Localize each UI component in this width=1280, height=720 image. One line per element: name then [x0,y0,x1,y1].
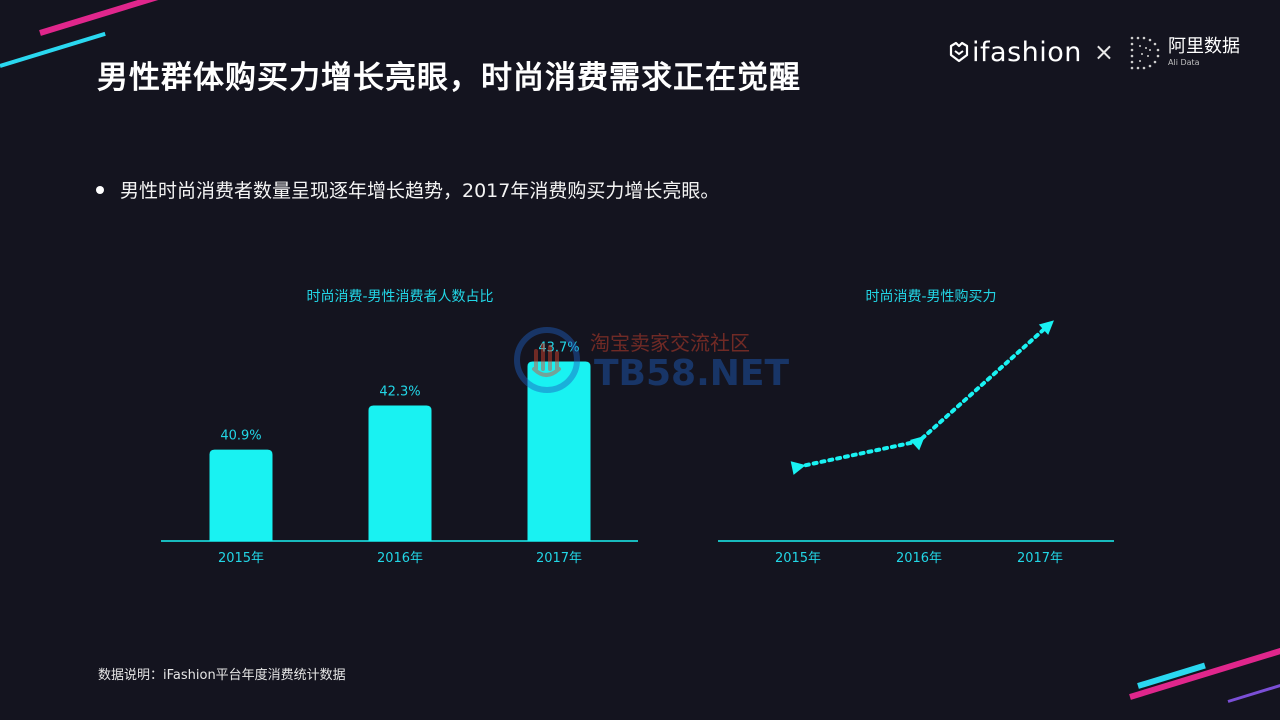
bar-value-label: 40.9% [220,429,261,444]
times-sign: × [1093,38,1114,66]
bar-chart-title: 时尚消费-男性消费者人数占比 [306,289,494,305]
data-point-marker [909,435,925,451]
bar-chart: 40.9% 2015年 42.3% 2016年 43.7% 2017年 [161,340,638,566]
footnote: 数据说明：iFashion平台年度消费统计数据 [98,668,346,683]
line-chart-title: 时尚消费-男性购买力 [865,289,997,305]
watermark-cn-text: 淘宝卖家交流社区 [590,331,750,355]
x-tick-label: 2015年 [218,551,264,566]
x-tick-label: 2016年 [896,551,942,566]
ifashion-logo: ifashion [948,37,1082,68]
bar [527,361,591,541]
watermark: 淘宝卖家交流社区 TB58.NET [512,325,789,399]
hand-icon [514,327,580,393]
brand-logos: ifashion × 阿里数据 Ali Data [948,32,1240,72]
data-point-marker [1038,320,1054,335]
bullet-text: 男性时尚消费者数量呈现逐年增长趋势，2017年消费购买力增长亮眼。 [120,180,720,202]
page-title: 男性群体购买力增长亮眼，时尚消费需求正在觉醒 [97,60,801,96]
alidata-cn-label: 阿里数据 [1168,35,1240,57]
x-tick-label: 2015年 [775,551,821,566]
bar-value-label: 43.7% [538,340,579,355]
bar [368,405,432,541]
x-tick-label: 2017年 [536,551,582,566]
bar [209,449,273,541]
data-point-marker [790,461,806,475]
bullet-dot [96,185,104,194]
line-chart: 2015年 2016年 2017年 [718,320,1114,566]
heart-box-icon [949,41,969,63]
alidata-en-label: Ali Data [1168,57,1200,67]
ifashion-wordmark: ifashion [972,36,1082,68]
ali-data-d-icon [1130,36,1160,70]
bullet-point: 男性时尚消费者数量呈现逐年增长趋势，2017年消费购买力增长亮眼。 [96,176,719,203]
x-tick-label: 2017年 [1017,551,1063,566]
decor-stripe-purple-bottom [1227,682,1280,703]
x-tick-label: 2016年 [377,551,423,566]
bar-value-label: 42.3% [379,385,420,400]
alidata-logo: 阿里数据 Ali Data [1128,34,1240,70]
series-line [796,323,1050,469]
watermark-en-text: TB58.NET [594,353,790,394]
